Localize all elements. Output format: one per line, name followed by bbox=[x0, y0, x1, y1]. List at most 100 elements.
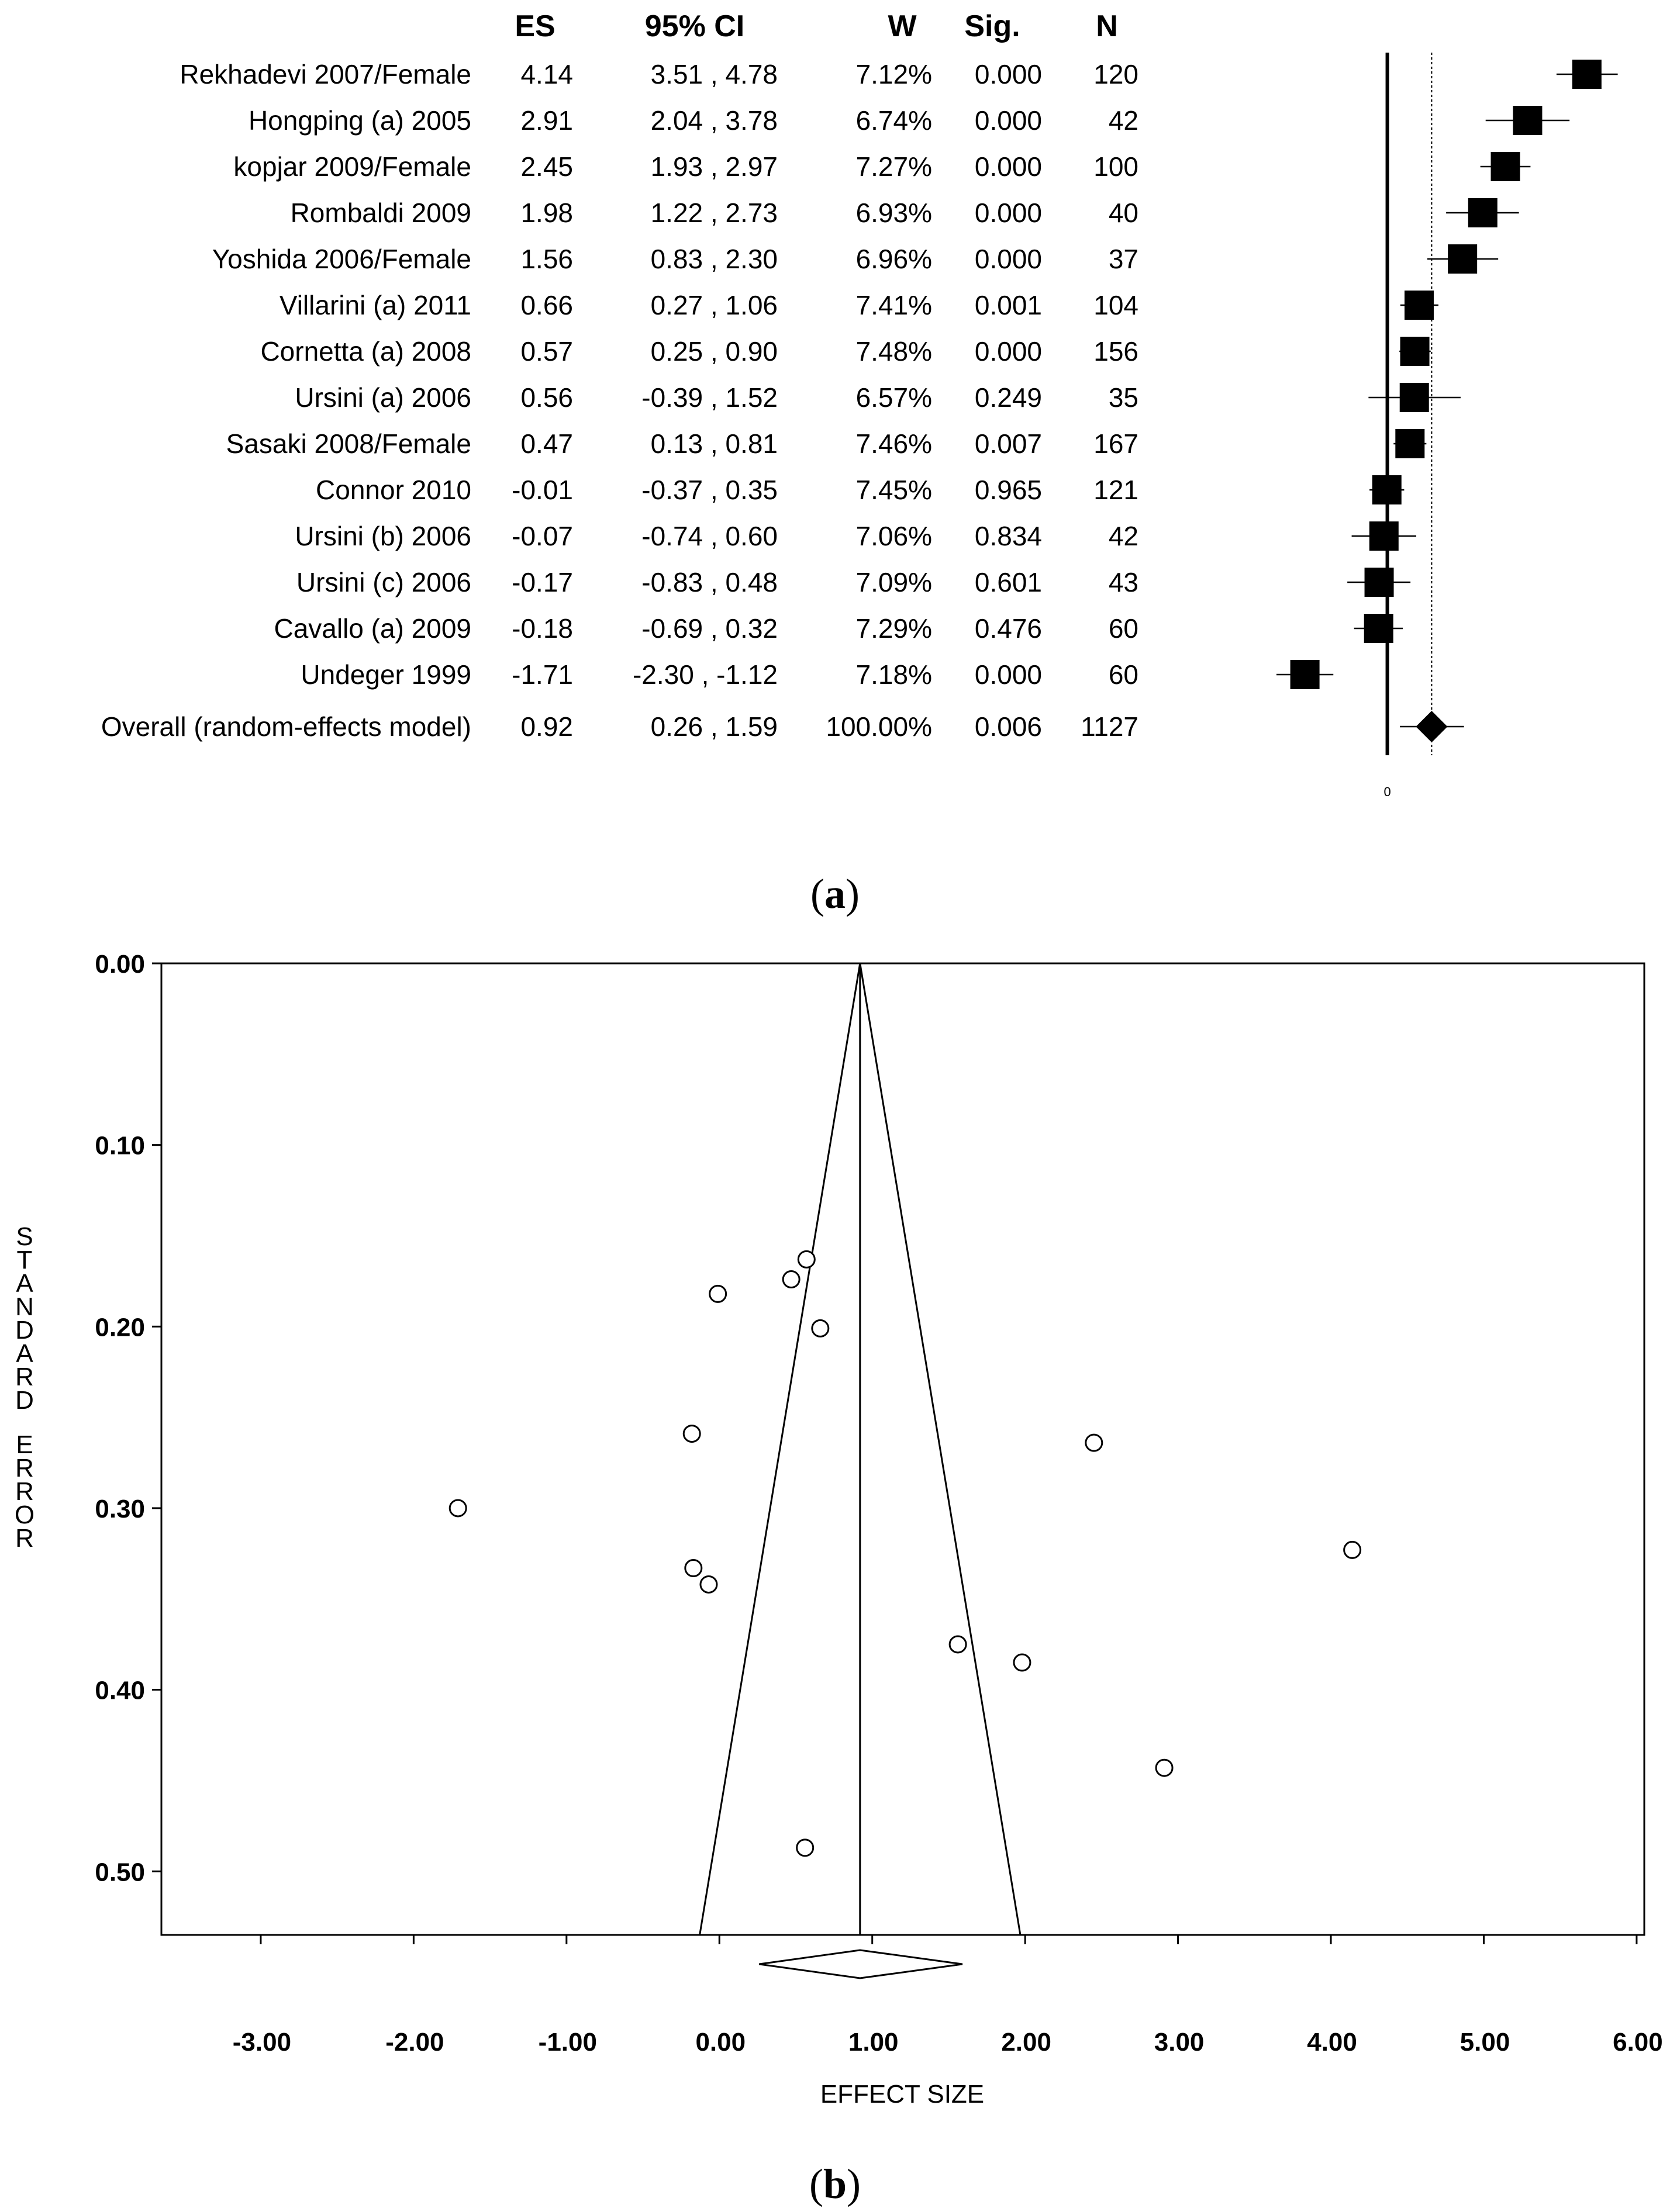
funnel-y-axis-label-letter: R bbox=[15, 1477, 34, 1506]
forest-effect-marker bbox=[1513, 106, 1543, 135]
forest-row: Ursini (c) 2006 -0.17 -0.83 , 0.48 7.09% 0.6… bbox=[296, 567, 1411, 597]
funnel-y-axis-label-letter: D bbox=[15, 1386, 34, 1415]
forest-n-value: 100 bbox=[1093, 151, 1138, 182]
funnel-x-axis: -3.00 -2.00 -1.00 0.00 1.00 2.00 3.00 4.00 5.00 6… bbox=[233, 1935, 1663, 2057]
forest-es-value: 0.56 bbox=[520, 382, 573, 413]
forest-n-value: 120 bbox=[1093, 59, 1138, 89]
funnel-y-axis-label-letter: A bbox=[16, 1269, 33, 1298]
forest-sig-value: 0.007 bbox=[975, 428, 1042, 459]
forest-plot-panel: ES 95% CI W Sig. N Rekhadevi 2007/Female… bbox=[101, 9, 1618, 799]
caption-a-letter: a bbox=[824, 870, 846, 917]
header-n: N bbox=[1096, 9, 1118, 43]
funnel-point bbox=[811, 1319, 830, 1337]
forest-row: Hongping (a) 2005 2.91 2.04 , 3.78 6.74% 0.0… bbox=[249, 105, 1570, 136]
forest-es-value: 0.92 bbox=[520, 711, 573, 742]
funnel-x-axis-label: EFFECT SIZE bbox=[820, 2080, 984, 2109]
forest-es-value: -0.01 bbox=[512, 475, 573, 505]
forest-row: Yoshida 2006/Female 1.56 0.83 , 2.30 6.96% 0… bbox=[212, 244, 1499, 274]
forest-sig-value: 0.000 bbox=[975, 151, 1042, 182]
forest-effect-marker bbox=[1490, 152, 1520, 181]
funnel-x-tick-label: 1.00 bbox=[848, 2028, 899, 2057]
forest-ci-value: -0.74 , 0.60 bbox=[641, 521, 778, 551]
funnel-point bbox=[1155, 1758, 1174, 1777]
funnel-point bbox=[682, 1425, 701, 1443]
funnel-y-axis-label-letter: D bbox=[15, 1316, 34, 1345]
forest-sig-value: 0.000 bbox=[975, 59, 1042, 89]
header-ci: 95% CI bbox=[645, 9, 745, 43]
caption-b: (b) bbox=[809, 2161, 861, 2207]
funnel-x-tick-label: -3.00 bbox=[233, 2028, 291, 2057]
funnel-y-tick-label: 0.20 bbox=[95, 1313, 145, 1342]
forest-es-value: 4.14 bbox=[520, 59, 573, 89]
forest-rows: Rekhadevi 2007/Female 4.14 3.51 , 4.78 7.12… bbox=[101, 59, 1618, 742]
forest-ci-value: 0.25 , 0.90 bbox=[651, 336, 778, 367]
funnel-x-tick-label: 5.00 bbox=[1460, 2028, 1510, 2057]
header-es: ES bbox=[515, 9, 555, 43]
forest-weight-value: 7.27% bbox=[856, 151, 932, 182]
funnel-y-axis-label-letter: R bbox=[15, 1524, 34, 1553]
forest-ci-value: 1.22 , 2.73 bbox=[651, 198, 778, 228]
funnel-y-tick-label: 0.10 bbox=[95, 1132, 145, 1160]
forest-sig-value: 0.001 bbox=[975, 290, 1042, 320]
forest-es-value: -1.71 bbox=[512, 659, 573, 690]
forest-row: Ursini (a) 2006 0.56 -0.39 , 1.52 6.57% 0.24… bbox=[295, 382, 1461, 413]
forest-weight-value: 7.09% bbox=[856, 567, 932, 597]
forest-n-value: 42 bbox=[1109, 521, 1138, 551]
forest-n-value: 60 bbox=[1109, 613, 1138, 644]
forest-row: Undeger 1999 -1.71 -2.30 , -1.12 7.18% 0.000… bbox=[301, 659, 1334, 690]
forest-weight-value: 7.46% bbox=[856, 428, 932, 459]
caption-a: (a) bbox=[810, 870, 860, 917]
funnel-x-tick-label: 0.00 bbox=[695, 2028, 746, 2057]
funnel-y-axis-label-letter: R bbox=[15, 1363, 34, 1391]
forest-study-label: kopjar 2009/Female bbox=[233, 151, 471, 182]
forest-row: Sasaki 2008/Female 0.47 0.13 , 0.81 7.46% 0.… bbox=[226, 428, 1427, 459]
forest-study-label: Yoshida 2006/Female bbox=[212, 244, 471, 274]
forest-n-value: 37 bbox=[1109, 244, 1138, 274]
forest-effect-marker bbox=[1448, 244, 1478, 274]
forest-study-label: Ursini (a) 2006 bbox=[295, 382, 471, 413]
forest-study-label: Cavallo (a) 2009 bbox=[274, 613, 471, 644]
forest-n-value: 43 bbox=[1109, 567, 1138, 597]
forest-effect-marker bbox=[1468, 198, 1498, 227]
forest-study-label: Ursini (b) 2006 bbox=[295, 521, 471, 551]
funnel-plot-panel: 0.00 0.10 0.20 0.30 0.40 0.50 -3.00 -2.00 -1.00… bbox=[15, 950, 1663, 2109]
forest-effect-marker bbox=[1395, 429, 1425, 458]
forest-ci-value: -0.83 , 0.48 bbox=[641, 567, 778, 597]
forest-effect-marker bbox=[1572, 60, 1602, 89]
forest-study-label: Connor 2010 bbox=[316, 475, 471, 505]
forest-ci-value: -0.37 , 0.35 bbox=[641, 475, 778, 505]
funnel-y-axis-label-letter: E bbox=[16, 1430, 33, 1459]
forest-sig-value: 0.000 bbox=[975, 659, 1042, 690]
forest-weight-value: 6.74% bbox=[856, 105, 932, 136]
forest-study-label: Hongping (a) 2005 bbox=[249, 105, 471, 136]
forest-weight-value: 6.93% bbox=[856, 198, 932, 228]
forest-weight-value: 7.29% bbox=[856, 613, 932, 644]
forest-n-value: 121 bbox=[1093, 475, 1138, 505]
forest-n-value: 1127 bbox=[1081, 711, 1138, 742]
forest-sig-value: 0.000 bbox=[975, 336, 1042, 367]
funnel-x-tick-label: -2.00 bbox=[385, 2028, 444, 2057]
funnel-point bbox=[1343, 1540, 1362, 1559]
forest-row: kopjar 2009/Female 2.45 1.93 , 2.97 7.27% 0.… bbox=[233, 151, 1531, 182]
forest-sig-value: 0.000 bbox=[975, 198, 1042, 228]
forest-sig-value: 0.601 bbox=[975, 567, 1042, 597]
funnel-x-tick-label: 6.00 bbox=[1613, 2028, 1663, 2057]
forest-ci-value: 0.27 , 1.06 bbox=[651, 290, 778, 320]
forest-ci-value: 2.04 , 3.78 bbox=[651, 105, 778, 136]
funnel-point bbox=[448, 1499, 467, 1518]
forest-ci-value: 3.51 , 4.78 bbox=[651, 59, 778, 89]
forest-sig-value: 0.476 bbox=[975, 613, 1042, 644]
forest-study-label: Villarini (a) 2011 bbox=[280, 290, 471, 320]
forest-effect-marker bbox=[1400, 337, 1430, 366]
forest-study-label: Rekhadevi 2007/Female bbox=[180, 59, 471, 89]
forest-sig-value: 0.965 bbox=[975, 475, 1042, 505]
forest-n-value: 167 bbox=[1093, 428, 1138, 459]
forest-table-header: ES 95% CI W Sig. N bbox=[515, 9, 1117, 43]
forest-n-value: 42 bbox=[1109, 105, 1138, 136]
forest-es-value: 0.66 bbox=[520, 290, 573, 320]
funnel-point bbox=[1085, 1433, 1103, 1452]
forest-es-value: 2.45 bbox=[520, 151, 573, 182]
forest-row: Rombaldi 2009 1.98 1.22 , 2.73 6.93% 0.000 40 bbox=[291, 198, 1519, 228]
forest-ci-value: 0.13 , 0.81 bbox=[651, 428, 778, 459]
